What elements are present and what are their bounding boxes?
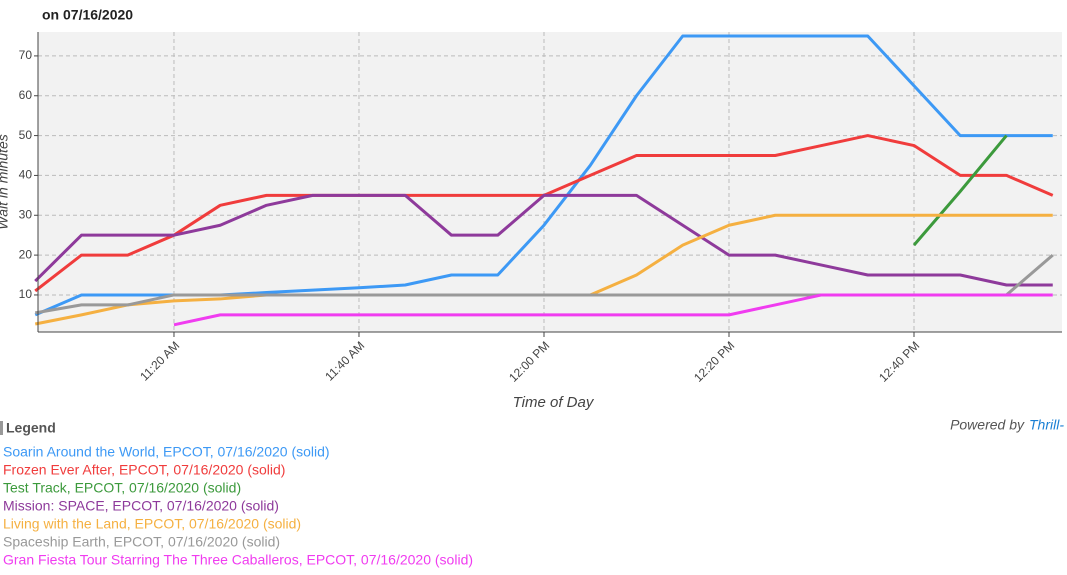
- x-tick-label: 12:40 PM: [876, 338, 922, 384]
- y-tick-label: 60: [19, 88, 33, 102]
- x-axis-label: Time of Day: [513, 394, 595, 411]
- series-line: [34, 193, 1053, 287]
- chart-title: on 07/16/2020: [42, 7, 133, 23]
- legend-marker: [0, 421, 3, 435]
- y-axis-label: Wait in minutes: [0, 134, 11, 229]
- y-tick-label: 70: [19, 48, 33, 62]
- series-line: [173, 293, 1053, 327]
- y-tick-label: 40: [19, 168, 33, 182]
- legend: Soarin Around the World, EPCOT, 07/16/20…: [3, 444, 473, 568]
- x-tick-label: 11:40 AM: [322, 338, 367, 383]
- legend-entry: Mission: SPACE, EPCOT, 07/16/2020 (solid…: [3, 498, 279, 514]
- powered-link[interactable]: Thrill-: [1029, 417, 1064, 433]
- x-tick-label: 12:20 PM: [691, 338, 737, 384]
- grid: [38, 32, 1062, 332]
- powered-by: Powered by: [950, 417, 1025, 433]
- series-line: [912, 134, 1008, 247]
- plot-area: [38, 32, 1062, 332]
- y-tick-label: 20: [19, 247, 33, 261]
- legend-entry: Living with the Land, EPCOT, 07/16/2020 …: [3, 516, 301, 532]
- x-tick-label: 11:20 AM: [137, 338, 182, 383]
- legend-entry: Soarin Around the World, EPCOT, 07/16/20…: [3, 444, 330, 460]
- y-tick-label: 30: [19, 207, 33, 221]
- legend-entry: Gran Fiesta Tour Starring The Three Caba…: [3, 552, 473, 568]
- y-tick-label: 10: [19, 287, 33, 301]
- lines: [34, 34, 1054, 327]
- legend-title: Legend: [6, 420, 56, 436]
- y-tick-label: 50: [19, 128, 33, 142]
- legend-entry: Test Track, EPCOT, 07/16/2020 (solid): [3, 480, 241, 496]
- x-tick-label: 12:00 PM: [506, 338, 552, 384]
- legend-entry: Spaceship Earth, EPCOT, 07/16/2020 (soli…: [3, 534, 280, 550]
- legend-entry: Frozen Ever After, EPCOT, 07/16/2020 (so…: [3, 462, 285, 478]
